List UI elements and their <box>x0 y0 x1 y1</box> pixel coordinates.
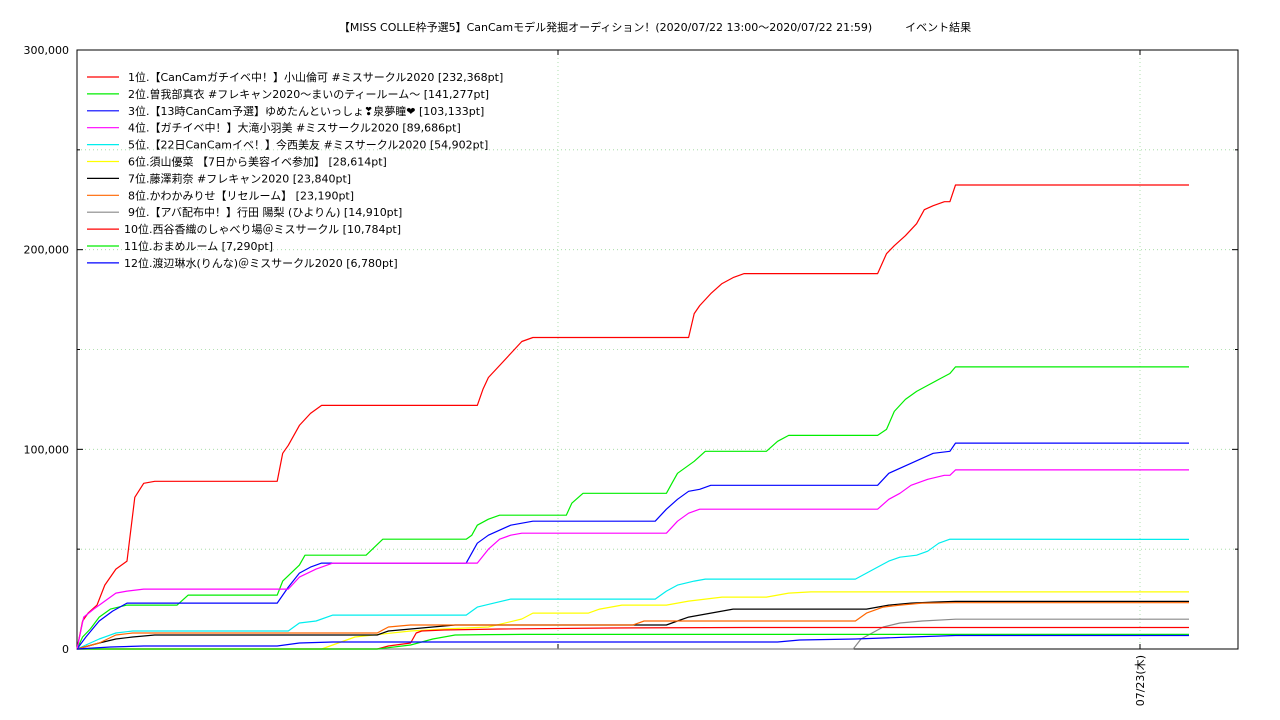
series-layer <box>76 184 1190 650</box>
legend-label-2: 2位.曽我部真衣 #フレキャン2020〜まいのティールーム〜 [141,277p… <box>128 87 489 101</box>
legend-label-6: 6位.須山優菜 【7日から美容イベ参加】 [28,614pt] <box>128 155 387 169</box>
legend-label-4: 4位.【ガチイベ中！】大滝小羽美 #ミスサークル2020 [89,686pt] <box>128 121 461 135</box>
series-line-10 <box>77 626 1189 650</box>
series-line-4 <box>76 469 1189 650</box>
legend-label-3: 3位.【13時CanCam予選】ゆめたんといっしょ❣泉夢瞳❤ [103,133p… <box>128 104 484 118</box>
series-line-5 <box>76 538 1190 650</box>
legend-label-9: 9位.【アバ配布中！】行田 陽梨 (ひよりん) [14,910pt] <box>128 205 402 219</box>
chart-title: 【MISS COLLE枠予選5】CanCamモデル発掘オーディション！(2020… <box>338 21 972 34</box>
series-line-9 <box>77 618 1189 650</box>
legend-label-12: 12位.渡辺琳水(りんな)＠ミスサークル2020 [6,780pt] <box>124 256 398 270</box>
series-line-12 <box>76 634 1189 650</box>
legend-label-11: 11位.おまめルーム [7,290pt] <box>124 239 273 253</box>
series-line-3 <box>76 442 1189 650</box>
series-line-11 <box>77 633 1189 650</box>
x-tick-label-0: 07/23(木) <box>1134 655 1147 706</box>
series-line-2 <box>76 366 1189 650</box>
series-line-6 <box>77 591 1189 650</box>
axes: 0 100,000 200,000 300,000 07/23(木) <box>24 44 1238 706</box>
legend-label-1: 1位.【CanCamガチイベ中！】小山倫可 #ミスサークル2020 [232,3… <box>128 70 503 84</box>
legend-label-8: 8位.かわかみりせ【リセルーム】 [23,190pt] <box>128 188 354 202</box>
y-tick-label-3: 300,000 <box>24 44 70 57</box>
legend-label-10: 10位.西谷香織のしゃべり場＠ミスサークル [10,784pt] <box>124 222 401 236</box>
series-line-1 <box>76 184 1189 650</box>
series-line-8 <box>76 602 1189 650</box>
y-tick-label-1: 100,000 <box>24 443 70 456</box>
legend: 1位.【CanCamガチイベ中！】小山倫可 #ミスサークル2020 [232,3… <box>87 70 503 270</box>
y-tick-label-0: 0 <box>62 643 69 656</box>
grid <box>77 50 1238 649</box>
legend-label-5: 5位.【22日CanCamイベ！】今西美友 #ミスサークル2020 [54,90… <box>128 138 488 152</box>
legend-label-7: 7位.藤澤莉奈 #フレキャン2020 [23,840pt] <box>128 171 351 185</box>
y-tick-label-2: 200,000 <box>24 244 70 257</box>
